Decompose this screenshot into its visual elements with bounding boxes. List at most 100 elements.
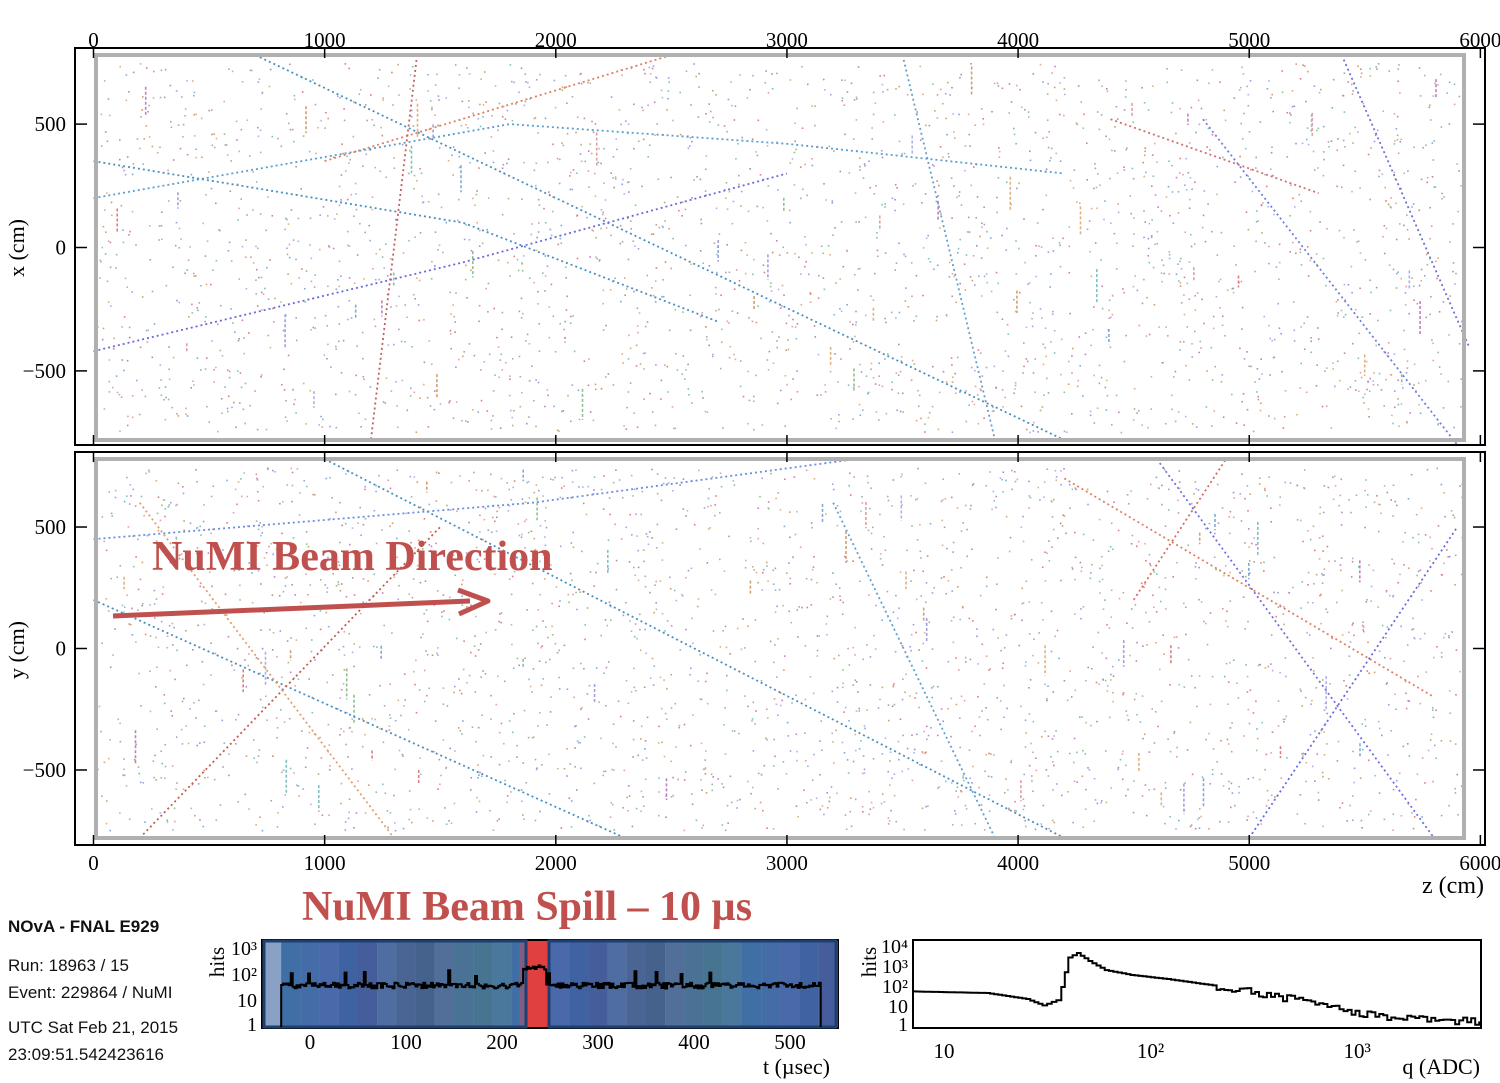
hit-point [1001,87,1004,90]
hit-point [259,213,262,215]
hit-point [1293,105,1296,107]
hit-point [1440,740,1443,742]
hit-point [528,678,530,681]
hit-point [604,217,607,220]
hit-point [327,625,330,628]
hit-point [1267,799,1270,802]
hit-point [645,652,647,655]
hit-point [658,814,660,817]
hit-point [1442,301,1445,303]
hit-point [619,225,622,227]
hit-point [169,561,171,564]
hit-point [816,649,819,652]
hit-point [755,571,758,574]
hit-point [894,651,897,653]
hit-point [338,185,341,188]
hit-point [1041,566,1044,569]
hit-point [1050,756,1052,758]
hit-point [358,565,361,567]
hit-point [197,309,199,312]
hit-point [293,98,296,101]
hit-point [748,399,751,402]
hit-point [1245,211,1248,213]
hit-point [1433,186,1435,188]
hit-point [1098,128,1101,131]
hit-point [210,642,212,644]
hit-point [561,142,563,144]
hit-point [1373,501,1376,504]
hit-point [376,646,378,648]
hit-point [324,314,327,317]
hit-point [715,495,717,497]
hit-point [542,476,544,479]
hit-point [223,742,226,744]
hit-point [1184,231,1186,233]
hit-point [234,488,237,491]
hit-point [613,186,615,189]
hit-point [284,794,287,796]
hit-point [153,323,156,325]
hit-point [1050,157,1052,159]
hit-point [1378,372,1381,375]
hit-point [766,565,768,567]
hit-point [1387,754,1389,756]
hit-point [338,648,340,651]
particle-track [1110,118,1319,195]
hit-point [952,541,955,544]
hit-point [394,768,396,771]
hit-point [1028,633,1031,635]
hit-point [763,764,766,767]
hit-point [822,277,825,279]
hit-point [997,282,999,285]
hit-point [641,106,643,109]
hit-point [933,268,935,271]
hit-point [589,256,591,258]
hit-point [1059,522,1062,525]
hit-point [1018,247,1020,250]
hit-point [1136,545,1138,548]
hit-point [261,91,264,94]
hit-point [932,685,935,688]
hit-point [204,602,207,605]
hit-point [700,222,703,225]
hit-point [1440,126,1443,128]
hit-point [1054,65,1056,68]
hit-point [816,635,819,637]
hit-point [1215,296,1218,298]
hit-point [1072,187,1075,189]
hit-point [326,357,328,360]
hit-point [1420,280,1423,282]
hit-point [857,268,860,270]
hit-point [1268,80,1270,82]
hit-point [1340,309,1343,312]
hit-point [767,369,770,371]
hit-point [1342,164,1345,167]
hit-point [534,819,537,822]
hit-point [1420,582,1423,584]
hit-point [1382,110,1385,112]
hit-point [1373,140,1376,143]
hit-point [411,65,414,68]
hit-point [470,651,472,654]
hit-point [958,113,960,116]
hit-point [553,79,556,82]
hit-point [1247,104,1250,107]
hit-point [162,499,165,501]
hit-point [125,99,128,102]
hit-point [719,646,722,648]
hit-point [1178,819,1180,822]
hit-point [963,699,966,702]
hit-point [414,298,416,300]
hit-point [998,147,1000,149]
hit-point [685,576,687,579]
hit-point [1449,740,1452,742]
hit-point [1460,785,1463,787]
hit-point [121,166,124,169]
hit-point [468,73,471,75]
hit-point [863,772,866,774]
hit-point [173,807,176,810]
hit-point [1039,409,1042,412]
hit-point [870,532,873,535]
hit-point [255,181,258,183]
hit-point [1335,301,1338,303]
